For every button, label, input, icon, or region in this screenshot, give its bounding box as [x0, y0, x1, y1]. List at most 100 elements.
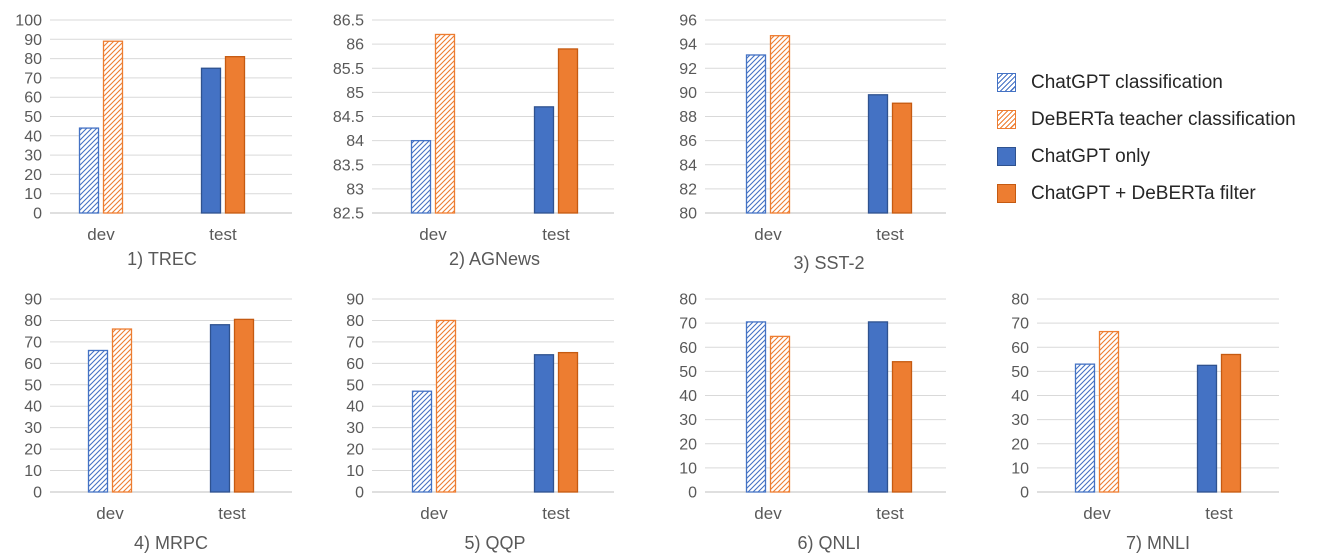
y-tick-label: 0 — [33, 206, 42, 223]
legend-item-chatgpt-only: ChatGPT only — [997, 138, 1327, 175]
x-category-label: test — [876, 225, 904, 244]
y-tick-label: 20 — [24, 167, 42, 184]
chart-4: 0 10 20 30 40 50 60 70 80 90 dev test 4) MRPC — [24, 292, 292, 553]
y-tick-label: 60 — [24, 90, 42, 107]
y-tick-label: 40 — [679, 388, 697, 405]
y-tick-label: 40 — [24, 128, 42, 145]
y-tick-label: 70 — [346, 334, 364, 351]
y-tick-label: 60 — [1011, 340, 1029, 357]
y-tick-label: 60 — [346, 356, 364, 373]
y-tick-label: 0 — [33, 485, 42, 502]
y-tick-label: 30 — [346, 420, 364, 437]
y-tick-label: 20 — [1011, 436, 1029, 453]
y-tick-label: 50 — [679, 364, 697, 381]
y-tick-label: 20 — [24, 442, 42, 459]
y-tick-label: 85 — [346, 85, 364, 102]
y-tick-label: 94 — [679, 37, 697, 54]
y-tick-label: 60 — [24, 356, 42, 373]
y-tick-label: 0 — [1020, 485, 1029, 502]
bar-chatgpt-classification — [1074, 363, 1096, 493]
bar-chatgpt-deberta-filter — [233, 318, 255, 493]
x-category-label: dev — [420, 504, 448, 523]
bar-deberta-teacher-classification — [111, 328, 133, 493]
y-tick-label: 20 — [679, 436, 697, 453]
x-category-label: dev — [96, 504, 124, 523]
bar-chatgpt-only — [867, 321, 889, 493]
legend-swatch-hatched-orange — [997, 110, 1016, 129]
bar-chatgpt-deberta-filter — [557, 48, 579, 214]
y-tick-label: 10 — [1011, 460, 1029, 477]
chart-5: 0 10 20 30 40 50 60 70 80 90 dev test 5) QQP — [346, 292, 614, 553]
y-tick-label: 83 — [346, 181, 364, 198]
chart-6: 0 10 20 30 40 50 60 70 80 dev test 6) QNLI — [679, 292, 946, 553]
chart-title: 3) SST-2 — [793, 253, 864, 273]
bar-chatgpt-deberta-filter — [224, 56, 246, 214]
y-tick-label: 60 — [679, 340, 697, 357]
y-tick-label: 90 — [24, 292, 42, 309]
y-tick-label: 40 — [24, 399, 42, 416]
y-tick-label: 10 — [346, 463, 364, 480]
y-tick-label: 92 — [679, 61, 697, 78]
y-tick-label: 50 — [24, 109, 42, 126]
y-tick-label: 80 — [24, 51, 42, 68]
legend-swatch-hatched-blue — [997, 73, 1016, 92]
y-tick-label: 50 — [24, 377, 42, 394]
y-tick-label: 82.5 — [333, 206, 364, 223]
y-tick-label: 40 — [1011, 388, 1029, 405]
y-tick-label: 30 — [679, 412, 697, 429]
bar-chatgpt-deberta-filter — [1220, 353, 1242, 493]
y-tick-label: 86.5 — [333, 13, 364, 30]
bar-deberta-teacher-classification — [102, 40, 124, 214]
legend-item-chatgpt-deberta-filter: ChatGPT + DeBERTa filter — [997, 175, 1327, 212]
y-tick-label: 84 — [346, 133, 364, 150]
bar-chatgpt-only — [209, 324, 231, 493]
y-tick-label: 83.5 — [333, 157, 364, 174]
y-tick-label: 50 — [1011, 364, 1029, 381]
bar-chatgpt-classification — [78, 127, 100, 214]
x-category-label: dev — [419, 225, 447, 244]
y-tick-label: 82 — [679, 181, 697, 198]
bar-chatgpt-only — [867, 94, 889, 214]
y-tick-label: 96 — [679, 13, 697, 30]
x-category-label: dev — [1083, 504, 1111, 523]
y-tick-label: 40 — [346, 399, 364, 416]
bar-chatgpt-only — [533, 106, 555, 214]
y-tick-label: 84 — [679, 157, 697, 174]
y-tick-label: 10 — [24, 186, 42, 203]
y-tick-label: 80 — [1011, 292, 1029, 309]
bar-chatgpt-classification — [745, 321, 767, 493]
x-category-label: test — [542, 225, 570, 244]
y-tick-label: 100 — [15, 13, 42, 30]
legend-label: DeBERTa teacher classification — [1031, 108, 1296, 130]
bar-deberta-teacher-classification — [435, 319, 457, 493]
bar-chatgpt-only — [1196, 364, 1218, 493]
y-tick-label: 80 — [346, 313, 364, 330]
bar-chatgpt-only — [200, 67, 222, 214]
bar-chatgpt-deberta-filter — [557, 351, 579, 493]
y-tick-label: 30 — [24, 420, 42, 437]
x-category-label: test — [218, 504, 246, 523]
bar-chatgpt-classification — [410, 139, 432, 214]
y-tick-label: 10 — [24, 463, 42, 480]
bar-chatgpt-classification — [411, 390, 433, 493]
x-category-label: dev — [754, 504, 782, 523]
bar-deberta-teacher-classification — [1098, 330, 1120, 493]
y-tick-label: 70 — [1011, 316, 1029, 333]
x-category-label: dev — [87, 225, 115, 244]
legend: ChatGPT classification DeBERTa teacher c… — [997, 64, 1327, 212]
y-tick-label: 85.5 — [333, 61, 364, 78]
x-category-label: dev — [754, 225, 782, 244]
chart-1: 0 10 20 30 40 50 60 70 80 90 100 dev test 1) TREC — [15, 13, 292, 269]
y-tick-label: 50 — [346, 377, 364, 394]
y-tick-label: 30 — [24, 148, 42, 165]
y-tick-label: 90 — [679, 85, 697, 102]
y-tick-label: 80 — [679, 206, 697, 223]
y-tick-label: 86 — [346, 37, 364, 54]
legend-label: ChatGPT + DeBERTa filter — [1031, 182, 1256, 204]
chart-title: 4) MRPC — [134, 533, 208, 553]
y-tick-label: 70 — [679, 316, 697, 333]
chart-title: 6) QNLI — [797, 533, 860, 553]
chart-title: 1) TREC — [127, 249, 197, 269]
chart-7: 0 10 20 30 40 50 60 70 80 dev test 7) MNLI — [1011, 292, 1279, 553]
